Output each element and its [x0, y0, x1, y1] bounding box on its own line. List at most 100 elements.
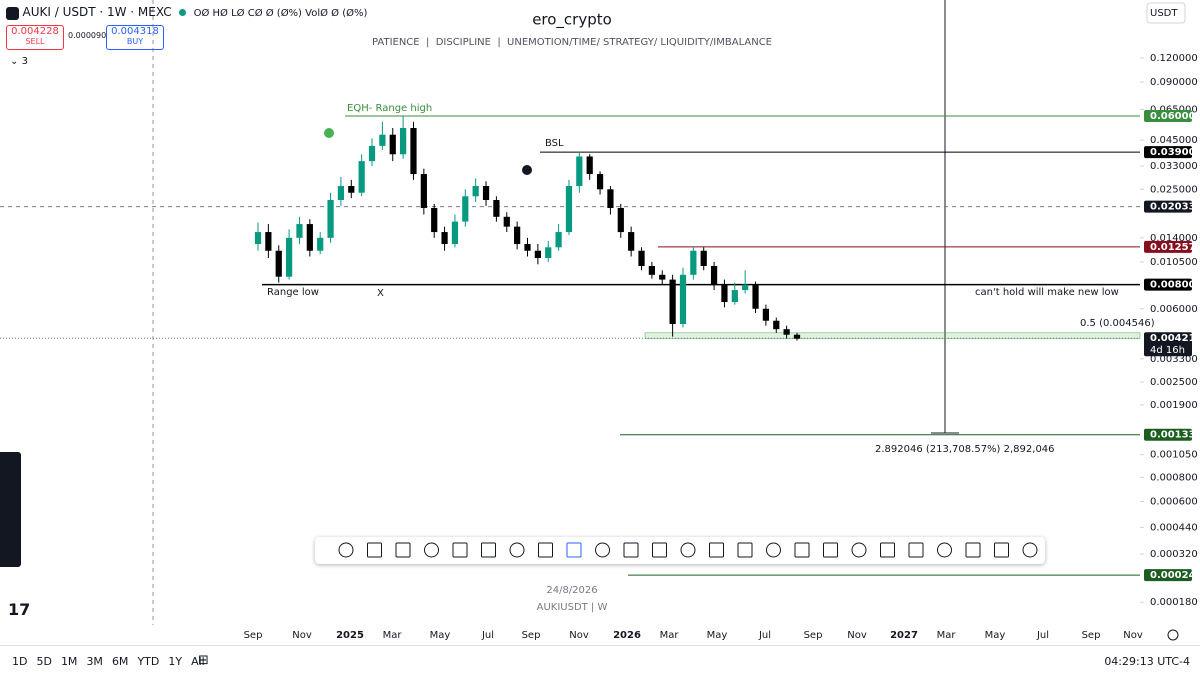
tool-icon[interactable] [1022, 542, 1038, 558]
tool-icon[interactable] [595, 542, 610, 558]
annotation: Range low [267, 287, 319, 298]
settings-icon[interactable] [1167, 629, 1179, 641]
candle-body [679, 274, 687, 325]
buy-label: BUY [126, 37, 144, 46]
tool-icon[interactable] [937, 542, 952, 558]
clock: 04:29:13 UTC-4 [1104, 655, 1190, 668]
ohlc: OØ HØ LØ CØ Ø (Ø%) VolØ Ø (Ø%) [193, 8, 368, 19]
indicators-toggle[interactable]: ⌄ 3 [10, 56, 28, 67]
x-tick-label: Nov [1123, 630, 1143, 641]
buy-price: 0.004318 [111, 26, 159, 37]
annotation: 2.892046 (213,708.57%) 2,892,046 [875, 444, 1055, 455]
candle-body [493, 200, 500, 217]
candle-body [534, 250, 541, 259]
sell-price: 0.004228 [11, 26, 59, 37]
tool-icon[interactable] [794, 542, 810, 558]
tool-icon[interactable] [908, 542, 924, 558]
date-range-icon[interactable]: ⊟ [198, 653, 209, 668]
range-button[interactable]: 1M [60, 655, 78, 668]
exchange-logo [6, 6, 19, 20]
candle-body [659, 274, 666, 280]
tool-icon[interactable] [851, 542, 867, 558]
range-button[interactable]: All [191, 655, 205, 668]
tool-icon[interactable] [652, 542, 667, 558]
range-button[interactable]: 1D [12, 655, 28, 668]
candle-body [503, 216, 510, 227]
tool-icon[interactable] [338, 542, 354, 558]
candle-body [472, 186, 479, 197]
candle-body [327, 200, 334, 238]
y-tick-label: 0.006000 [1150, 304, 1198, 315]
tool-icon[interactable] [566, 542, 582, 558]
candle-body [317, 237, 324, 251]
watermark-subtitle: PATIENCE | DISCIPLINE | UNEMOTION/TIME/ … [372, 37, 772, 48]
x-tick-label: Mar [937, 630, 957, 641]
price-tag-label: 0.020333 [1150, 202, 1200, 213]
tool-icon[interactable] [424, 542, 439, 558]
range-button[interactable]: 5D [36, 655, 52, 668]
tool-icon[interactable] [481, 542, 496, 558]
tool-icon[interactable] [823, 542, 838, 558]
buy-button[interactable]: 0.004318 BUY [106, 25, 164, 50]
x-tick-label: Mar [383, 630, 403, 641]
price-tag-label: 0.039000 [1150, 147, 1200, 158]
range-button[interactable]: 3M [86, 655, 103, 668]
x-tick-label: Sep [522, 630, 541, 641]
y-tick-label: 0.000600 [1150, 496, 1198, 507]
status-dot [179, 9, 187, 16]
x-tick-label: Nov [292, 630, 312, 641]
tool-icon[interactable] [680, 542, 696, 558]
tool-icon[interactable] [623, 542, 639, 558]
tool-icon[interactable] [367, 542, 382, 558]
sell-label: SELL [25, 37, 45, 46]
tool-icon[interactable] [994, 542, 1009, 558]
alert-icon[interactable] [324, 128, 334, 138]
spread: 0.000090 [68, 31, 107, 40]
candle-body [296, 224, 303, 238]
currency-button[interactable] [1146, 2, 1186, 24]
sell-button[interactable]: 0.004228 SELL [6, 25, 64, 50]
candle-body [420, 174, 427, 208]
watermark-date: 24/8/2026 [546, 585, 597, 596]
tool-icon[interactable] [538, 542, 553, 558]
range-button[interactable]: 6M [111, 655, 129, 668]
y-tick-label: 0.001900 [1150, 400, 1198, 411]
price-tag-label: 0.004219 [1150, 333, 1200, 344]
tool-icon[interactable] [509, 542, 525, 558]
candle-body [410, 128, 417, 175]
tool-icon[interactable] [452, 542, 468, 558]
tool-icon[interactable] [766, 542, 781, 558]
bottom-bar: 1D 5D 1M 3M 6M YTD 1Y All ⊟ 04:29:13 UTC-4 [0, 645, 1200, 676]
x-tick-label: May [430, 630, 451, 641]
candle-body [762, 308, 770, 321]
candle-body [400, 128, 407, 155]
candle-body [441, 232, 448, 245]
candle-body [648, 265, 655, 275]
side-toolbar[interactable] [0, 452, 21, 567]
x-tick-label: 2027 [890, 630, 918, 641]
symbol-line: AUKI / USDT · 1W · MEXC OØ HØ LØ CØ Ø (Ø… [6, 5, 367, 20]
candle-body [379, 134, 386, 146]
alert-icon[interactable] [522, 165, 532, 175]
range-button[interactable]: 1Y [168, 655, 183, 668]
tool-icon[interactable] [709, 542, 724, 558]
candle-body [337, 186, 345, 201]
price-tag-label: 0.060000 [1150, 111, 1200, 122]
tool-icon[interactable] [965, 542, 981, 558]
price-tag [1144, 428, 1192, 441]
price-tag [1144, 569, 1192, 582]
x-tick-label: Mar [660, 630, 680, 641]
range-button[interactable]: YTD [137, 655, 160, 668]
candle-body [721, 284, 728, 303]
drawing-toolbar [315, 537, 1045, 564]
tool-icon[interactable] [395, 542, 411, 558]
candle-body [731, 290, 738, 303]
candle-body [348, 186, 355, 193]
tool-icon[interactable] [737, 542, 753, 558]
price-tag [1144, 240, 1192, 253]
x-tick-label: May [985, 630, 1006, 641]
y-tick-label: 0.033000 [1150, 161, 1198, 172]
tool-icon[interactable] [880, 542, 895, 558]
y-tick-label: 0.002500 [1150, 377, 1198, 388]
